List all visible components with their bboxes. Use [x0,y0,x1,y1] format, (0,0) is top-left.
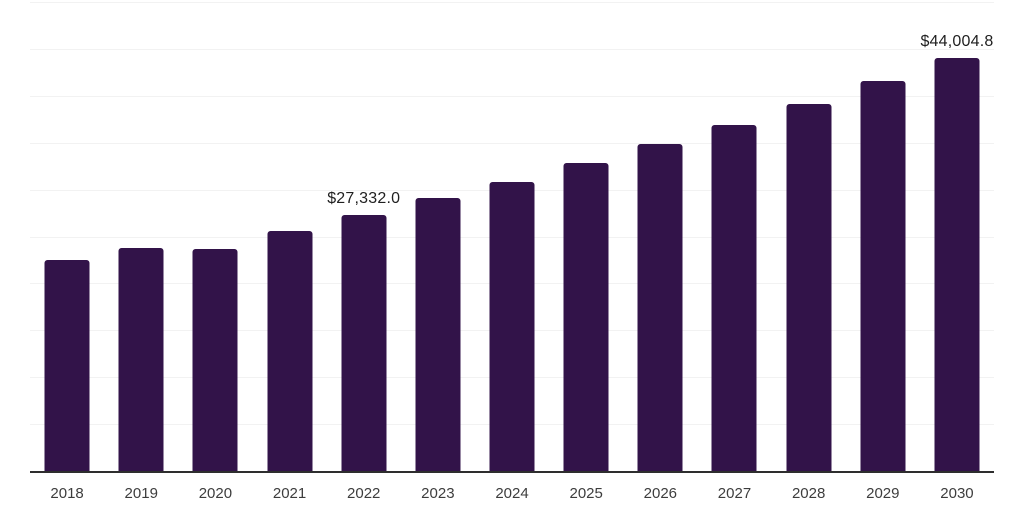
bar-column-2026 [623,2,697,471]
x-tick-2030: 2030 [940,485,974,502]
bar-2021 [267,231,313,471]
bar-2025 [563,163,609,471]
x-tick-2021: 2021 [272,485,307,502]
bar-2019 [118,247,164,471]
x-tick-2018: 2018 [50,485,84,502]
bar-column-2018 [30,2,104,471]
bar-2023 [415,198,461,471]
bar-2027 [711,125,757,471]
x-tick-2019: 2019 [124,485,158,502]
bar-column-2030: $44,004.8 [920,2,994,471]
bar-2020 [192,249,238,471]
gridline-50000 [30,2,994,3]
bar-column-2028 [772,2,846,471]
bar-column-2025 [549,2,623,471]
plot-area: $27,332.0 $44,004.8 [30,2,994,471]
x-tick-2028: 2028 [791,485,826,502]
bar-2018 [44,260,90,471]
data-label-2030: $44,004.8 [920,33,994,51]
bar-2030 [934,58,980,471]
bar-2026 [637,144,683,471]
gridline-40000 [30,95,994,97]
bar-column-2024 [475,2,549,471]
gridline-45000 [30,48,994,50]
bar-2029 [860,81,906,471]
gridline-35000 [30,142,994,144]
bar-column-2019 [104,2,178,471]
x-tick-2026: 2026 [643,485,678,502]
bar-column-2023 [401,2,475,471]
x-axis-line [30,471,994,473]
bar-column-2020 [178,2,252,471]
x-tick-2020: 2020 [198,485,233,502]
bars-container: $27,332.0 $44,004.8 [30,2,994,471]
x-tick-2023: 2023 [421,485,455,502]
data-label-2022: $27,332.0 [327,189,401,207]
x-tick-2025: 2025 [569,485,603,502]
bar-column-2022: $27,332.0 [327,2,401,471]
x-tick-2027: 2027 [717,485,752,502]
x-tick-2022: 2022 [347,485,381,502]
bar-2028 [786,104,832,471]
bar-column-2021 [252,2,326,471]
x-tick-2029: 2029 [866,485,900,502]
bar-2022 [341,214,387,471]
bar-2024 [489,182,535,471]
x-axis-tick-labels: 2018 2019 2020 2021 2022 2023 2024 2025 2026 2027… [30,483,994,505]
x-tick-2024: 2024 [495,485,529,502]
bar-column-2027 [697,2,771,471]
bar-column-2029 [846,2,920,471]
